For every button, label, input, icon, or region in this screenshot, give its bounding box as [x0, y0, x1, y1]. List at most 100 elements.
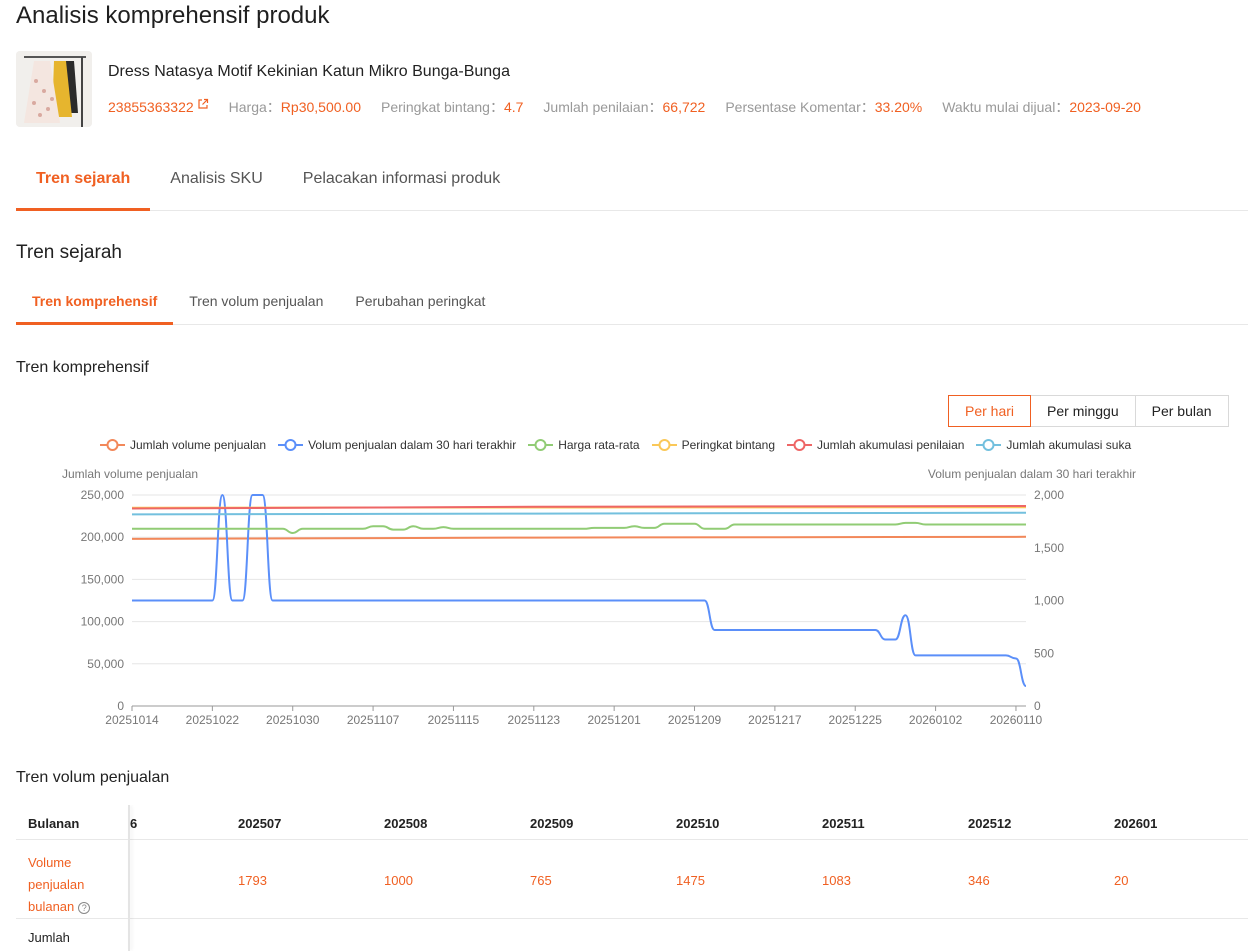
x-tick-label: 20260102 — [909, 713, 963, 727]
rating-value: 4.7 — [503, 99, 524, 115]
legend-item-5[interactable]: Jumlah akumulasi suka — [976, 438, 1131, 452]
per-bulan-button[interactable]: Per bulan — [1134, 395, 1229, 427]
table-row-volume: Volume penjualan bulanan? 1793 1000 765 147… — [16, 840, 1248, 919]
reviews-label: Jumlah penilaian： — [543, 99, 663, 115]
tab-analisis-sku[interactable]: Analisis SKU — [170, 170, 263, 187]
legend-item-2[interactable]: Harga rata-rata — [528, 438, 640, 452]
per-hari-button[interactable]: Per hari — [948, 395, 1032, 427]
y-left-tick-label: 250,000 — [81, 488, 125, 502]
period-toggle: Per hari Per minggu Per bulan — [948, 395, 1229, 427]
legend-marker-icon — [528, 439, 554, 451]
start-date-value: 2023-09-20 — [1069, 99, 1141, 115]
legend-label: Volum penjualan dalam 30 hari terakhir — [308, 438, 517, 452]
sales-section-title: Tren volum penjualan — [16, 769, 170, 786]
header-partial-month: 6 — [130, 816, 138, 831]
x-tick-label: 20251123 — [508, 713, 561, 727]
volume-value: 1475 — [676, 873, 705, 888]
header-bulanan: Bulanan — [28, 816, 80, 831]
legend-item-1[interactable]: Volum penjualan dalam 30 hari terakhir — [278, 438, 516, 452]
dress-image-icon — [16, 51, 92, 127]
legend-marker-icon — [278, 439, 304, 451]
legend-label: Peringkat bintang — [681, 438, 775, 452]
series-line-5 — [131, 511, 1027, 516]
per-minggu-button[interactable]: Per minggu — [1030, 395, 1136, 427]
header-month: 202512 — [968, 816, 1012, 831]
series-line-0 — [131, 535, 1027, 540]
reviews-value: 66,722 — [662, 99, 706, 115]
tab-pelacakan-informasi[interactable]: Pelacakan informasi produk — [302, 170, 501, 187]
y-left-tick-label: 150,000 — [81, 572, 125, 586]
volume-value: 1793 — [238, 873, 267, 888]
header-month: 202508 — [384, 816, 428, 831]
subtab-perubahan-peringkat[interactable]: Perubahan peringkat — [355, 293, 486, 309]
row-label-jumlah: Jumlah — [28, 930, 70, 945]
table-header-row: Bulanan 6 202507 202508 202509 202510 202511… — [16, 805, 1248, 840]
x-tick-label: 20251209 — [668, 713, 722, 727]
comment-pct-label: Persentase Komentar： — [725, 99, 875, 115]
external-link-icon[interactable] — [197, 98, 209, 110]
header-month: 202510 — [676, 816, 720, 831]
product-name[interactable]: Dress Natasya Motif Kekinian Katun Mikro… — [108, 63, 510, 80]
help-icon[interactable]: ? — [78, 901, 91, 914]
volume-value: 1083 — [822, 873, 851, 888]
series-line-2 — [132, 521, 1026, 535]
volume-value: 765 — [530, 873, 552, 888]
sticky-column-divider — [128, 805, 130, 951]
y-right-tick-label: 500 — [1034, 646, 1054, 660]
y-left-tick-label: 50,000 — [87, 657, 124, 671]
y-right-tick-label: 2,000 — [1034, 488, 1064, 502]
price-label: Harga： — [228, 99, 281, 115]
x-tick-label: 20260110 — [990, 713, 1043, 727]
trend-chart: Jumlah volume penjualan Volum penjualan d… — [62, 467, 1136, 727]
product-id-link[interactable]: 23855363322 — [108, 98, 209, 115]
series-line-4 — [131, 505, 1027, 510]
product-thumbnail[interactable] — [16, 51, 92, 127]
y-right-tick-label: 1,500 — [1034, 541, 1064, 555]
chart-legend: Jumlah volume penjualan Volum penjualan d… — [100, 438, 1143, 452]
page-title: Analisis komprehensif produk — [16, 2, 330, 29]
chart-section-title: Tren komprehensif — [16, 359, 149, 376]
legend-marker-icon — [976, 439, 1002, 451]
y-left-tick-label: 0 — [117, 699, 124, 713]
y-left-axis-title: Jumlah volume penjualan — [62, 467, 198, 481]
x-tick-label: 20251022 — [186, 713, 240, 727]
y-left-tick-label: 200,000 — [81, 530, 125, 544]
tab-tren-sejarah[interactable]: Tren sejarah — [16, 150, 151, 211]
header-month: 202509 — [530, 816, 574, 831]
main-tabs: Tren sejarah Analisis SKU Pelacakan info… — [16, 150, 1248, 211]
volume-value: 346 — [968, 873, 990, 888]
legend-label: Jumlah volume penjualan — [130, 438, 267, 452]
row-label-volume: Volume penjualan bulanan? — [28, 852, 118, 918]
y-left-tick-label: 100,000 — [81, 615, 125, 629]
legend-item-3[interactable]: Peringkat bintang — [651, 438, 775, 452]
section-title: Tren sejarah — [16, 242, 122, 263]
x-tick-label: 20251201 — [587, 713, 641, 727]
table-row-jumlah: Jumlah — [16, 919, 1248, 951]
y-right-axis-title: Volum penjualan dalam 30 hari terakhir — [928, 467, 1136, 481]
x-tick-label: 20251030 — [266, 713, 320, 727]
x-tick-label: 20251107 — [347, 713, 400, 727]
rating-label: Peringkat bintang： — [380, 99, 504, 115]
header-month: 202601 — [1114, 816, 1158, 831]
legend-marker-icon — [787, 439, 812, 451]
legend-label: Harga rata-rata — [558, 438, 640, 452]
legend-label: Jumlah akumulasi penilaian — [817, 438, 965, 452]
sales-table: Bulanan 6 202507 202508 202509 202510 202511… — [16, 805, 1248, 951]
subtab-tren-komprehensif[interactable]: Tren komprehensif — [16, 286, 174, 325]
legend-marker-icon — [651, 439, 677, 451]
legend-item-4[interactable]: Jumlah akumulasi penilaian — [787, 438, 964, 452]
y-right-tick-label: 1,000 — [1034, 594, 1064, 608]
product-meta: 23855363322 Harga： Rp30,500.00 Peringkat… — [108, 97, 1161, 117]
series-line-1 — [132, 493, 1027, 687]
legend-item-0[interactable]: Jumlah volume penjualan — [100, 438, 266, 452]
y-right-tick-label: 0 — [1034, 699, 1041, 713]
price-value: Rp30,500.00 — [280, 99, 361, 115]
x-tick-label: 20251115 — [428, 713, 480, 727]
volume-value: 1000 — [384, 873, 413, 888]
comment-pct-value: 33.20% — [874, 99, 923, 115]
subtab-tren-volum[interactable]: Tren volum penjualan — [189, 293, 324, 309]
x-tick-label: 20251014 — [105, 713, 159, 727]
x-tick-label: 20251225 — [829, 713, 883, 727]
legend-marker-icon — [100, 439, 125, 451]
sub-tabs: Tren komprehensif Tren volum penjualan P… — [16, 286, 1248, 325]
